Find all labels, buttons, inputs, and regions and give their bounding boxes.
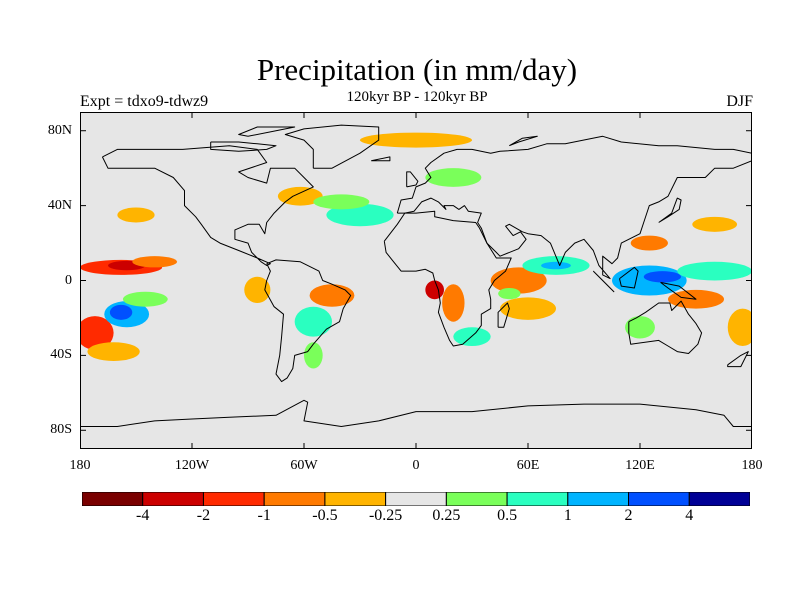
colorbar-label: -0.25: [368, 507, 403, 524]
coastline: [497, 302, 510, 328]
coastline: [383, 210, 512, 347]
colorbar-label: -4: [136, 507, 150, 524]
season-label: DJF: [726, 93, 753, 110]
anomaly-region: [244, 276, 271, 303]
anomaly-region: [442, 284, 465, 322]
lon-tick-label: 120W: [174, 458, 210, 473]
colorbar-label: 0.5: [497, 507, 518, 524]
anomaly-region: [80, 316, 114, 350]
lat-tick-label: 0: [65, 272, 72, 288]
colorbar-label: -0.5: [312, 507, 338, 524]
anomaly-region: [313, 194, 370, 210]
lat-tick-label: 40S: [50, 347, 72, 363]
coastline: [509, 135, 538, 147]
lon-tick-label: 60W: [290, 458, 318, 473]
anomaly-region: [541, 261, 571, 270]
colorbar-label: 0.25: [432, 507, 461, 524]
colorbar-swatch: [688, 492, 750, 506]
lat-tick-label: 80S: [50, 422, 72, 438]
colorbar-label: 2: [624, 507, 633, 524]
colorbar-swatch: [506, 492, 569, 506]
lat-tick-label: 80N: [47, 122, 72, 138]
colorbar-swatch: [385, 492, 447, 506]
colorbar-label: 4: [685, 507, 694, 524]
coastline: [658, 197, 682, 223]
anomaly-region: [117, 207, 155, 223]
coastline: [101, 145, 314, 266]
colorbar-swatch: [628, 492, 690, 506]
anomaly-region: [630, 235, 668, 251]
coastline: [660, 281, 697, 300]
anomaly-region: [309, 284, 355, 307]
anomaly-layer: [80, 132, 752, 369]
coastline: [80, 399, 752, 427]
colorbar-swatch: [324, 492, 387, 506]
lat-tick-label: 40N: [47, 197, 72, 213]
coastline: [210, 141, 277, 152]
colorbar-label: -2: [196, 507, 211, 524]
experiment-label: Expt = tdxo9-tdwz9: [80, 93, 209, 110]
colorbar: [82, 492, 750, 506]
anomaly-region: [490, 267, 547, 294]
colorbar-swatch: [142, 492, 204, 506]
coastline: [264, 259, 352, 383]
anomaly-region: [294, 306, 332, 337]
anomaly-region: [122, 291, 168, 307]
anomaly-region: [132, 256, 178, 268]
precipitation-map: [80, 112, 752, 449]
coastline: [406, 171, 419, 188]
anomaly-region: [109, 304, 133, 320]
plot-title: Precipitation (in mm/day): [256, 52, 578, 87]
anomaly-region: [498, 287, 521, 300]
anomaly-region: [643, 271, 682, 283]
anomaly-region: [677, 261, 752, 281]
colorbar-swatch: [202, 492, 265, 506]
anomaly-region: [727, 308, 752, 347]
lon-tick-label: 180: [741, 458, 763, 473]
anomaly-region: [625, 316, 655, 339]
plot-subtitle: 120kyr BP - 120kyr BP: [346, 89, 488, 105]
coastline: [619, 266, 639, 289]
tick-marks: [80, 112, 752, 449]
anomaly-region: [360, 132, 472, 148]
anomaly-region: [277, 186, 323, 206]
colorbar-label: 1: [563, 507, 572, 524]
coastline: [628, 300, 703, 354]
coastline: [396, 135, 752, 280]
anomaly-region: [425, 280, 444, 300]
anomaly-region: [425, 168, 482, 187]
coastline: [592, 270, 615, 293]
anomaly-region: [326, 203, 394, 227]
lon-tick-label: 180: [69, 458, 91, 473]
colorbar-swatch: [445, 492, 508, 506]
anomaly-region: [692, 216, 738, 232]
colorbar-swatch: [82, 492, 144, 506]
coastline: [371, 156, 391, 162]
lon-tick-label: 60E: [516, 458, 540, 473]
lon-tick-label: 0: [412, 458, 420, 473]
coastline-layer: [80, 124, 752, 427]
lon-tick-label: 120E: [625, 458, 655, 473]
coastline: [238, 126, 296, 137]
colorbar-swatch: [567, 492, 630, 506]
anomaly-region: [500, 297, 556, 320]
colorbar-label: -1: [257, 507, 271, 524]
coastline: [284, 124, 380, 169]
colorbar-swatch: [263, 492, 326, 506]
anomaly-region: [87, 342, 140, 362]
coastline: [727, 351, 749, 368]
anomaly-region: [304, 342, 323, 369]
